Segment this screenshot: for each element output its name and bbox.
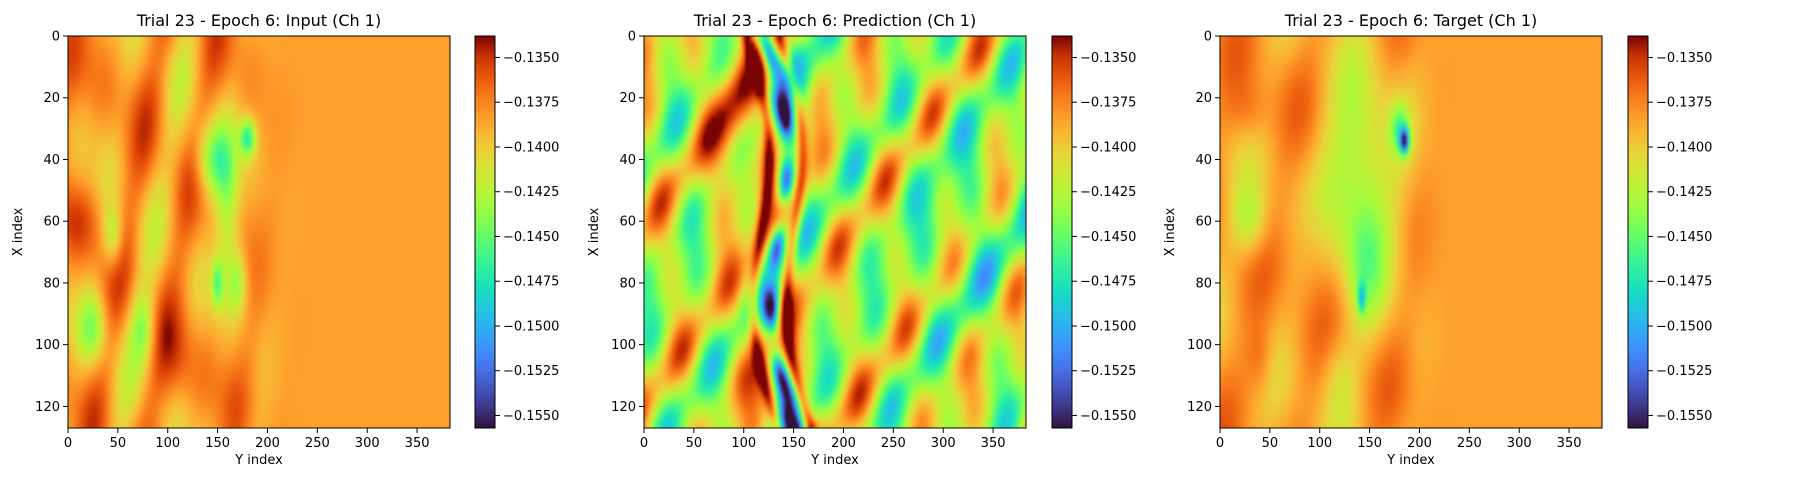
colorbar-tick-label: −0.1550	[1080, 409, 1136, 424]
colorbar	[474, 35, 496, 429]
heatmap-panel-2: Trial 23 - Epoch 6: Prediction (Ch 1) 0 50…	[587, 11, 1136, 468]
colorbar-tick-label: −0.1500	[1080, 319, 1136, 334]
y-tick-label: 20	[1195, 91, 1212, 106]
y-tick-label: 0	[1204, 30, 1212, 45]
colorbar-tick-label: −0.1525	[503, 364, 559, 379]
colorbar-tick-label: −0.1525	[1656, 364, 1712, 379]
x-tick-label: 100	[731, 436, 756, 451]
x-tick-label: 350	[405, 436, 430, 451]
y-tick-label: 120	[611, 400, 636, 415]
colorbar-tick-label: −0.1500	[1656, 319, 1712, 334]
colorbar-tick-label: −0.1425	[503, 185, 559, 200]
heatmap-panel-3: Trial 23 - Epoch 6: Target (Ch 1) 0 50 100 1…	[1163, 11, 1712, 468]
y-tick-label: 20	[43, 91, 60, 106]
x-tick-label: 50	[686, 436, 703, 451]
x-tick-label: 150	[781, 436, 806, 451]
colorbar-tick-label: −0.1450	[503, 230, 559, 245]
chart-title: Trial 23 - Epoch 6: Prediction (Ch 1)	[693, 11, 976, 30]
colorbar	[1051, 35, 1073, 429]
colorbar-tick-label: −0.1375	[503, 96, 559, 111]
colorbar-tick-label: −0.1475	[1080, 275, 1136, 290]
colorbar-tick-label: −0.1350	[1080, 51, 1136, 66]
heatmap-image	[68, 36, 450, 428]
y-tick-label: 60	[43, 215, 60, 230]
chart-title: Trial 23 - Epoch 6: Input (Ch 1)	[136, 11, 381, 30]
x-tick-label: 250	[1457, 436, 1482, 451]
y-tick-label: 120	[1187, 400, 1212, 415]
colorbar-tick-label: −0.1525	[1080, 364, 1136, 379]
y-axis-label: X index	[11, 207, 26, 256]
colorbar-tick-label: −0.1550	[503, 409, 559, 424]
x-tick-label: 150	[1357, 436, 1382, 451]
x-tick-label: 50	[110, 436, 127, 451]
y-tick-label: 80	[1195, 276, 1212, 291]
colorbar-tick-label: −0.1425	[1080, 185, 1136, 200]
y-tick-label: 40	[619, 153, 636, 168]
y-tick-label: 40	[1195, 153, 1212, 168]
colorbar-tick-label: −0.1400	[1656, 140, 1712, 155]
colorbar-tick-label: −0.1375	[1656, 96, 1712, 111]
colorbar-tick-label: −0.1475	[503, 275, 559, 290]
heatmap-image	[644, 36, 1026, 428]
y-tick-label: 120	[35, 400, 60, 415]
x-axis-label: Y index	[234, 453, 283, 468]
y-tick-label: 0	[52, 30, 60, 45]
x-tick-label: 200	[831, 436, 856, 451]
x-tick-label: 250	[305, 436, 330, 451]
axes-frame	[643, 35, 1027, 429]
x-tick-label: 300	[1507, 436, 1532, 451]
x-axis-label: Y index	[1386, 453, 1435, 468]
y-axis-label: X index	[587, 207, 602, 256]
y-tick-label: 0	[628, 30, 636, 45]
y-tick-label: 100	[611, 338, 636, 353]
colorbar-tick-label: −0.1350	[503, 51, 559, 66]
x-tick-label: 350	[1557, 436, 1582, 451]
colorbar-tick-label: −0.1550	[1656, 409, 1712, 424]
heatmap-image	[1220, 36, 1602, 428]
x-tick-label: 300	[355, 436, 380, 451]
x-tick-label: 50	[1262, 436, 1279, 451]
x-tick-label: 350	[981, 436, 1006, 451]
x-tick-label: 0	[1216, 436, 1224, 451]
y-tick-label: 100	[35, 338, 60, 353]
x-tick-label: 0	[64, 436, 72, 451]
colorbar-tick-label: −0.1450	[1656, 230, 1712, 245]
colorbar-tick-label: −0.1350	[1656, 51, 1712, 66]
x-tick-label: 150	[205, 436, 230, 451]
axes-frame	[1219, 35, 1603, 429]
colorbar-tick-label: −0.1375	[1080, 96, 1136, 111]
y-tick-label: 60	[619, 215, 636, 230]
x-axis-label: Y index	[810, 453, 859, 468]
colorbar-tick-label: −0.1450	[1080, 230, 1136, 245]
x-tick-label: 0	[640, 436, 648, 451]
heatmap-panel-1: Trial 23 - Epoch 6: Input (Ch 1) 0 50 100 15…	[11, 11, 559, 468]
colorbar-tick-label: −0.1400	[503, 140, 559, 155]
axes-frame	[67, 35, 451, 429]
y-tick-label: 100	[1187, 338, 1212, 353]
y-tick-label: 80	[43, 276, 60, 291]
x-tick-label: 100	[155, 436, 180, 451]
y-tick-label: 80	[619, 276, 636, 291]
x-tick-label: 100	[1307, 436, 1332, 451]
x-tick-label: 200	[1407, 436, 1432, 451]
colorbar-tick-label: −0.1400	[1080, 140, 1136, 155]
y-tick-label: 60	[1195, 215, 1212, 230]
x-tick-label: 200	[255, 436, 280, 451]
y-axis-label: X index	[1163, 207, 1178, 256]
y-tick-label: 40	[43, 153, 60, 168]
chart-title: Trial 23 - Epoch 6: Target (Ch 1)	[1284, 11, 1537, 30]
x-tick-label: 300	[931, 436, 956, 451]
x-tick-label: 250	[881, 436, 906, 451]
colorbar-tick-label: −0.1425	[1656, 185, 1712, 200]
colorbar-tick-label: −0.1500	[503, 319, 559, 334]
colorbar	[1627, 35, 1649, 429]
colorbar-tick-label: −0.1475	[1656, 275, 1712, 290]
y-tick-label: 20	[619, 91, 636, 106]
